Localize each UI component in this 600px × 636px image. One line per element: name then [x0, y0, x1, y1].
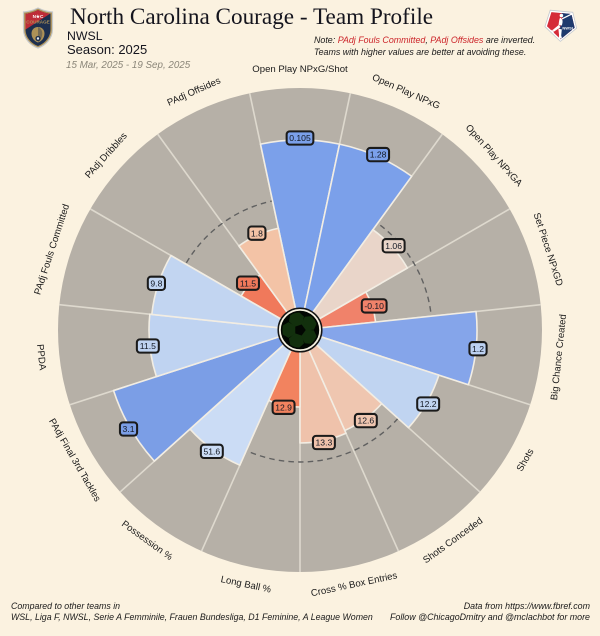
svg-text:PAdj Offsides: PAdj Offsides: [166, 75, 223, 108]
svg-text:0.105: 0.105: [289, 133, 311, 143]
svg-text:-0.10: -0.10: [364, 301, 384, 311]
svg-text:Cross % Box Entries: Cross % Box Entries: [310, 570, 399, 599]
svg-text:11.5: 11.5: [240, 278, 256, 288]
svg-text:1.06: 1.06: [385, 241, 402, 251]
svg-text:Long Ball %: Long Ball %: [220, 574, 273, 596]
svg-text:N★C: N★C: [33, 14, 44, 19]
svg-text:Shots: Shots: [515, 447, 537, 474]
svg-text:11.5: 11.5: [140, 341, 156, 351]
svg-text:12.6: 12.6: [357, 416, 374, 426]
svg-text:Open Play NPxG/Shot: Open Play NPxG/Shot: [252, 64, 348, 75]
svg-text:12.9: 12.9: [275, 402, 292, 412]
svg-text:12.2: 12.2: [420, 399, 437, 409]
svg-text:PPDA: PPDA: [34, 344, 48, 372]
svg-text:3.1: 3.1: [123, 424, 135, 434]
svg-text:COURAGE: COURAGE: [26, 20, 49, 25]
svg-text:Big Chance Created: Big Chance Created: [549, 314, 569, 401]
svg-text:NWSL: NWSL: [562, 25, 574, 30]
svg-text:1.28: 1.28: [370, 150, 387, 160]
svg-text:1.8: 1.8: [251, 228, 263, 238]
svg-text:51.6: 51.6: [203, 446, 220, 456]
svg-text:9.8: 9.8: [150, 278, 162, 288]
svg-text:1.2: 1.2: [472, 344, 484, 354]
svg-text:13.3: 13.3: [316, 438, 333, 448]
